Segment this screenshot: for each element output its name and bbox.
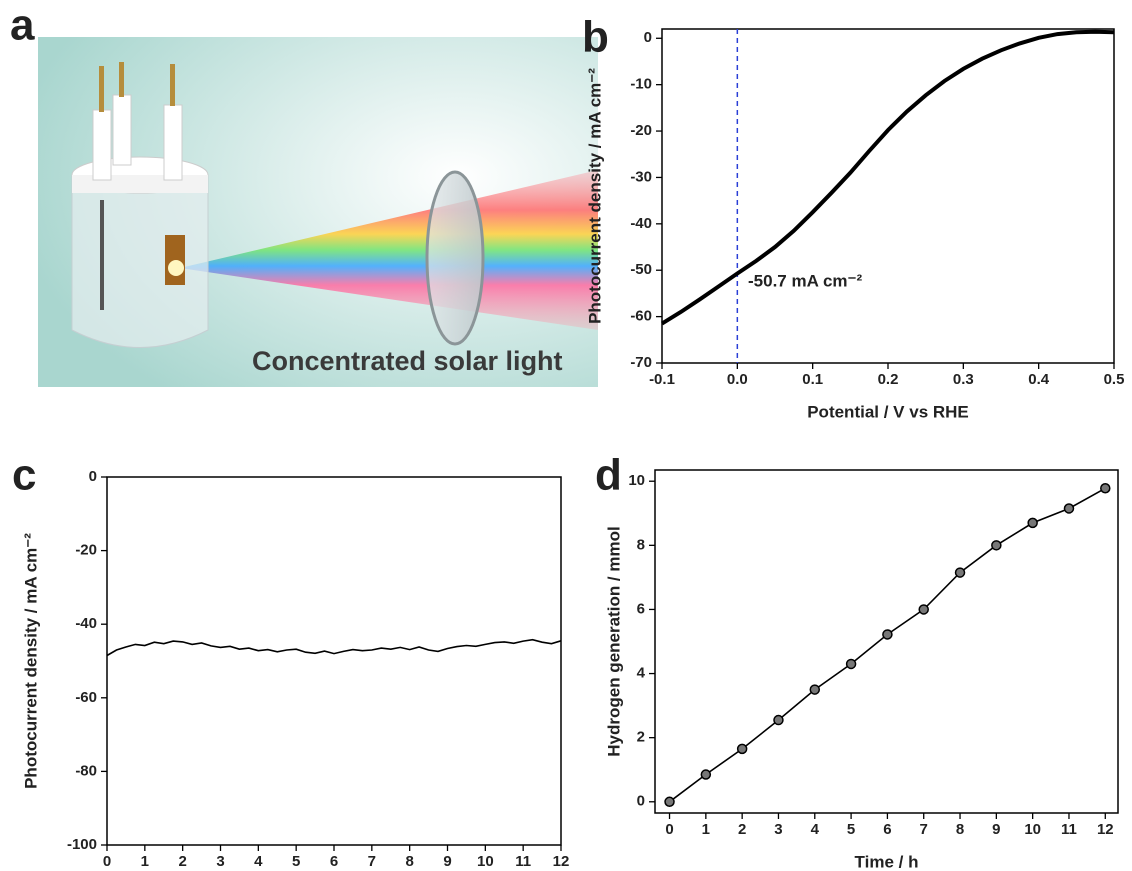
y-tick-label: 0 xyxy=(89,468,97,485)
data-point xyxy=(664,796,675,808)
y-tick-label: -40 xyxy=(630,215,652,232)
y-tick-label: 6 xyxy=(637,600,645,617)
y-tick-label: -70 xyxy=(630,354,652,371)
data-line xyxy=(660,29,1115,326)
x-tick-label: 7 xyxy=(920,821,928,838)
plot-frame xyxy=(661,28,1115,364)
x-tick-label: 10 xyxy=(1024,821,1041,838)
y-tick-label: -60 xyxy=(75,689,97,706)
x-tick-label: 3 xyxy=(774,821,782,838)
electrode-holder xyxy=(92,109,112,181)
x-tick-label: 0 xyxy=(665,821,673,838)
data-point xyxy=(991,540,1002,551)
y-tick-label: 4 xyxy=(637,665,646,682)
x-tick-label: 8 xyxy=(956,821,964,838)
light-beam xyxy=(180,170,598,330)
panel-letter: a xyxy=(10,1,35,50)
data-line xyxy=(106,638,562,657)
x-tick-label: 6 xyxy=(330,853,338,870)
y-tick-label: 8 xyxy=(637,536,645,553)
x-tick-label: 3 xyxy=(216,853,224,870)
x-tick-label: 0.2 xyxy=(878,371,899,388)
data-point xyxy=(1063,503,1075,514)
electrode-holder xyxy=(163,104,183,181)
y-tick-label: 2 xyxy=(637,729,645,746)
y-tick-label: -20 xyxy=(75,542,97,559)
y-axis-label: Hydrogen generation / mmol xyxy=(604,526,623,756)
x-tick-label: 0.5 xyxy=(1104,371,1125,388)
x-axis-label: Potential / V vs RHE xyxy=(807,402,969,421)
x-tick-label: 2 xyxy=(738,821,746,838)
x-tick-label: -0.1 xyxy=(649,371,675,388)
panel-letter: d xyxy=(595,451,622,500)
y-tick-label: -10 xyxy=(630,76,652,93)
electrode-pin xyxy=(99,66,104,112)
y-tick-label: 10 xyxy=(628,472,645,489)
light-spot xyxy=(168,260,184,276)
y-tick-label: -50 xyxy=(630,261,652,278)
data-point xyxy=(809,684,821,695)
illustration-caption: Concentrated solar light xyxy=(252,346,563,376)
x-tick-label: 9 xyxy=(443,853,451,870)
plot-frame xyxy=(106,476,562,846)
panel-letter: b xyxy=(582,13,609,62)
cell xyxy=(71,174,209,348)
x-tick-label: 6 xyxy=(883,821,891,838)
x-axis-label: Time / h xyxy=(855,852,919,871)
x-tick-label: 11 xyxy=(1061,821,1077,838)
x-tick-label: 0 xyxy=(103,853,111,870)
data-point xyxy=(882,629,893,640)
x-tick-label: 5 xyxy=(847,821,855,838)
data-point xyxy=(1027,517,1038,529)
x-tick-label: 8 xyxy=(405,853,413,870)
x-tick-label: 12 xyxy=(553,853,570,870)
x-tick-label: 10 xyxy=(477,853,494,870)
x-tick-label: 1 xyxy=(702,821,710,838)
x-tick-label: 11 xyxy=(515,853,531,870)
y-tick-label: -30 xyxy=(630,168,652,185)
plot-frame xyxy=(654,469,1119,814)
x-tick-label: 5 xyxy=(292,853,300,870)
annotation: -50.7 mA cm⁻² xyxy=(748,271,862,290)
panel-letter: c xyxy=(12,451,36,500)
lens xyxy=(425,170,485,346)
cell-lid-side xyxy=(72,175,208,193)
y-tick-label: -60 xyxy=(630,308,652,325)
y-axis-label: Photocurrent density / mA cm⁻² xyxy=(585,68,604,324)
y-tick-label: -40 xyxy=(75,615,97,632)
data-point xyxy=(736,743,748,755)
x-tick-label: 0.3 xyxy=(953,371,974,388)
y-tick-label: -100 xyxy=(67,836,97,853)
x-tick-label: 7 xyxy=(368,853,376,870)
data-point xyxy=(845,658,857,670)
data-point xyxy=(918,604,929,615)
x-tick-label: 0.0 xyxy=(727,371,748,388)
electrode-pin xyxy=(119,62,124,97)
x-tick-label: 12 xyxy=(1097,821,1114,838)
x-tick-label: 4 xyxy=(811,821,820,838)
data-line xyxy=(669,487,1106,803)
y-tick-label: 0 xyxy=(637,793,645,810)
x-tick-label: 2 xyxy=(178,853,186,870)
electrode xyxy=(100,200,104,310)
y-axis-label: Photocurrent density / mA cm⁻² xyxy=(21,533,40,789)
x-tick-label: 4 xyxy=(254,853,263,870)
x-tick-label: 0.1 xyxy=(802,371,823,388)
y-tick-label: -80 xyxy=(75,762,97,779)
electrode-holder xyxy=(112,94,132,166)
data-point xyxy=(1100,483,1111,494)
photoelectrode xyxy=(165,235,185,285)
y-tick-label: 0 xyxy=(644,29,652,46)
y-tick-label: -20 xyxy=(630,122,652,139)
electrode-pin xyxy=(170,64,175,106)
data-point xyxy=(773,714,784,726)
data-point xyxy=(700,769,712,780)
x-tick-label: 0.4 xyxy=(1028,371,1050,388)
x-tick-label: 9 xyxy=(992,821,1000,838)
data-point xyxy=(954,567,966,578)
illustration: Concentrated solar light a xyxy=(10,1,598,387)
x-tick-label: 1 xyxy=(141,853,149,870)
